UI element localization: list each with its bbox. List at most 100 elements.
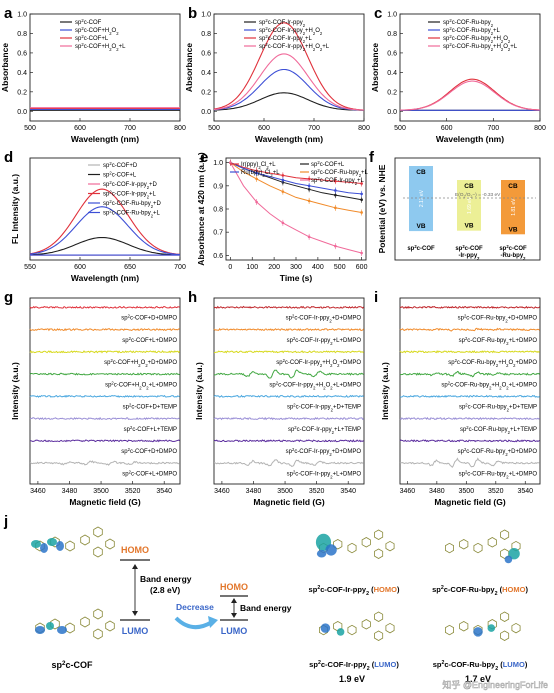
epr-trace-2 bbox=[213, 327, 365, 332]
x-axis-title: Magnetic field (G) bbox=[69, 497, 140, 507]
ir-homo-molecule bbox=[315, 529, 395, 559]
y-tick-label: 0.2 bbox=[387, 89, 397, 96]
molecule-ring bbox=[50, 618, 60, 630]
data-point bbox=[360, 198, 363, 202]
epr-trace-1 bbox=[29, 305, 180, 309]
orbital-lobe bbox=[316, 549, 327, 558]
series-line-3 bbox=[230, 162, 362, 195]
y-tick-label: 0.4 bbox=[201, 70, 211, 77]
molecule-ring bbox=[444, 624, 455, 636]
epr-trace-6 bbox=[399, 416, 540, 421]
molecule-ring bbox=[333, 539, 343, 550]
molecule-ring bbox=[385, 540, 395, 552]
data-point bbox=[229, 161, 232, 164]
epr-trace-label: sp2c-COF-Ru-bpy2+L+DMPO bbox=[459, 335, 538, 345]
category-label: -Ir-ppy2 bbox=[458, 253, 480, 261]
category-label: -Ru-bpy2 bbox=[500, 253, 526, 261]
series-line-1 bbox=[230, 162, 362, 184]
orbital-lobe bbox=[47, 538, 57, 546]
series-line-2 bbox=[213, 68, 364, 111]
series-line-5 bbox=[229, 162, 362, 254]
epr-trace-8 bbox=[29, 460, 181, 466]
panel-d: d 550 600 650 700 Wavelength (nm) FL Intensity… bbox=[4, 149, 186, 283]
molecule-ring bbox=[385, 622, 395, 634]
x-tick-label: 600 bbox=[441, 125, 453, 132]
x-tick-label: 650 bbox=[124, 264, 136, 271]
ru-lumo-label: sp2c-COF-Ru-bpy2 (LUMO) bbox=[433, 660, 528, 672]
epr-trace-label: sp2c-COF-Ru-bpy2+H2O2+DMPO bbox=[448, 358, 537, 368]
plot-frame-h bbox=[213, 297, 365, 485]
lumo-label-2: LUMO bbox=[221, 626, 248, 636]
panel-e: e 0 100 200 300 400 500 600 0.6 0.7 0.8 0.9 1.0 Time … bbox=[196, 149, 369, 283]
molecule-ring bbox=[500, 630, 510, 641]
epr-trace-8 bbox=[399, 457, 540, 468]
molecule-ring bbox=[459, 539, 469, 550]
y-axis-title: Absorbance bbox=[184, 43, 194, 92]
legend-entry: Ir(ppy)2Cl2+L bbox=[241, 162, 276, 170]
x-tick-label: 700 bbox=[174, 264, 186, 271]
y-tick-label: 0.4 bbox=[17, 70, 27, 77]
data-point bbox=[334, 189, 337, 192]
y-axis-title: Intensity (a.u.) bbox=[380, 362, 390, 420]
molecule-ring bbox=[473, 542, 483, 554]
x-tick-label: 800 bbox=[358, 125, 370, 132]
epr-trace-5 bbox=[29, 394, 180, 398]
x-tick-label: 400 bbox=[312, 264, 324, 271]
y-tick-label: 0.0 bbox=[17, 109, 27, 116]
data-point bbox=[281, 178, 285, 182]
decrease-arrow-head bbox=[208, 616, 218, 628]
series-line-4 bbox=[230, 162, 362, 213]
x-axis-title: Wavelength (nm) bbox=[255, 134, 323, 144]
data-point bbox=[255, 200, 258, 204]
vb-label: VB bbox=[416, 223, 425, 230]
epr-trace-1 bbox=[399, 305, 541, 309]
x-tick-label: 0 bbox=[228, 264, 232, 271]
band-bar-2 bbox=[457, 180, 481, 231]
data-point bbox=[307, 187, 311, 191]
epr-trace-label: sp2c-COF+D+DMPO bbox=[121, 447, 177, 456]
epr-trace-label: sp2c-COF+L+DMPO bbox=[122, 335, 177, 344]
x-axis-title: Wavelength (nm) bbox=[71, 134, 139, 144]
legend-entry: sp2c-COF+H2O2 bbox=[75, 26, 119, 36]
series-line-3 bbox=[400, 78, 541, 111]
y-tick-label: 0.7 bbox=[213, 230, 223, 237]
molecule-ring bbox=[459, 621, 469, 632]
y-tick-label: 0.8 bbox=[201, 31, 211, 38]
x-tick-label: 3520 bbox=[309, 488, 325, 495]
epr-trace-label: sp2c-COF-Ir-ppy2+D+DMPO bbox=[286, 313, 362, 323]
legend-entry: sp2c-COF-Ru-bpy2+D bbox=[103, 199, 162, 209]
y-tick-label: 1.0 bbox=[213, 160, 223, 167]
orbital-lobe bbox=[487, 624, 496, 632]
molecule-ring bbox=[105, 538, 115, 550]
decrease-label: Decrease bbox=[176, 602, 214, 612]
y-tick-label: 0.6 bbox=[201, 50, 211, 57]
legend-entry: sp2c-COF-Ir-ppy2+D bbox=[103, 180, 158, 190]
x-tick-label: 700 bbox=[308, 125, 320, 132]
panel-letter-j: j bbox=[3, 513, 8, 530]
molecule-ring bbox=[65, 540, 75, 552]
epr-trace-2 bbox=[399, 327, 541, 332]
molecule-ring bbox=[80, 616, 90, 628]
gap-label: 1.69 eV bbox=[467, 196, 473, 214]
panel-letter-i: i bbox=[374, 289, 378, 306]
epr-trace-1 bbox=[213, 305, 365, 309]
epr-trace-label: sp2c-COF-Ir-ppy2+L+DMPO bbox=[287, 335, 362, 345]
epr-trace-label: sp2c-COF-Ru-bpy2+D+TEMP bbox=[459, 402, 537, 412]
band-energy-value: (2.8 eV) bbox=[150, 585, 180, 595]
data-point bbox=[307, 184, 311, 188]
legend-entry: sp2c-COF-Ru-bpy2+H2O2+L bbox=[443, 42, 518, 52]
panel-letter-a: a bbox=[4, 5, 13, 22]
legend-entry: Ru(bpy)2Cl2+L bbox=[241, 170, 280, 178]
x-tick-label: 3480 bbox=[429, 488, 445, 495]
epr-trace-label: sp2c-COF-Ru-bpy2+H2O2+L+DMPO bbox=[441, 380, 537, 390]
epr-trace-7 bbox=[30, 439, 180, 443]
epr-trace-6 bbox=[29, 416, 180, 421]
x-tick-label: 3500 bbox=[277, 488, 293, 495]
y-tick-label: 0.8 bbox=[17, 31, 27, 38]
x-tick-label: 3460 bbox=[214, 488, 230, 495]
ru-gap-value: 1.7 eV bbox=[465, 674, 491, 684]
gap-arrow-2-head-down bbox=[231, 613, 237, 618]
epr-trace-label: sp2c-COF+D+TEMP bbox=[123, 402, 177, 411]
